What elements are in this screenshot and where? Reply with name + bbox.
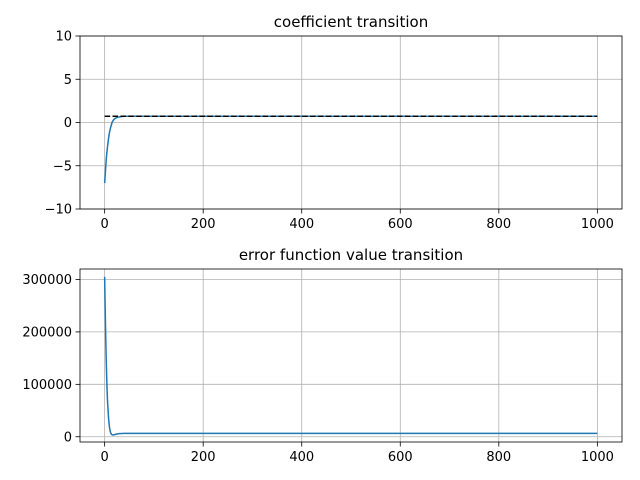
err-chart-title: error function value transition — [239, 246, 463, 264]
err-x-tick-label: 400 — [289, 450, 314, 465]
err-y-tick-label: 100000 — [22, 378, 72, 393]
coef-x-tick-label: 600 — [388, 217, 413, 232]
err-y-tick-label: 200000 — [22, 325, 72, 340]
err-x-tick-label: 800 — [486, 450, 511, 465]
err-y-tick-label: 0 — [64, 430, 72, 445]
coef-x-tick-label: 800 — [486, 217, 511, 232]
error-plot: 0 200 400 600 800 1000 0 100000 200000 300000 erro… — [22, 246, 623, 465]
err-x-tick-label: 600 — [388, 450, 413, 465]
coef-series-line-solid — [103, 115, 598, 184]
err-series-line-solid — [103, 276, 598, 436]
coef-x-tick-label: 400 — [289, 217, 314, 232]
coef-x-tick-label: 1000 — [581, 217, 614, 232]
coef-y-tick-label: −5 — [53, 159, 72, 174]
coef-x-tick-label: 0 — [100, 217, 108, 232]
err-x-tick-label: 0 — [100, 450, 108, 465]
coefficient-plot: 0 200 400 600 800 1000 −10 −5 0 5 10 coefficient tr… — [45, 13, 623, 232]
coef-chart-title: coefficient transition — [274, 13, 428, 31]
coef-y-tick-label: 0 — [64, 116, 72, 131]
err-x-tick-label: 1000 — [581, 450, 614, 465]
coef-y-tick-label: 10 — [55, 30, 72, 45]
err-axes-frame — [79, 268, 623, 443]
coef-x-tick-label: 200 — [191, 217, 216, 232]
err-y-tick-label: 300000 — [22, 273, 72, 288]
coef-y-tick-label: −10 — [45, 203, 72, 218]
err-x-tick-label: 200 — [191, 450, 216, 465]
coef-y-tick-label: 5 — [64, 73, 72, 88]
